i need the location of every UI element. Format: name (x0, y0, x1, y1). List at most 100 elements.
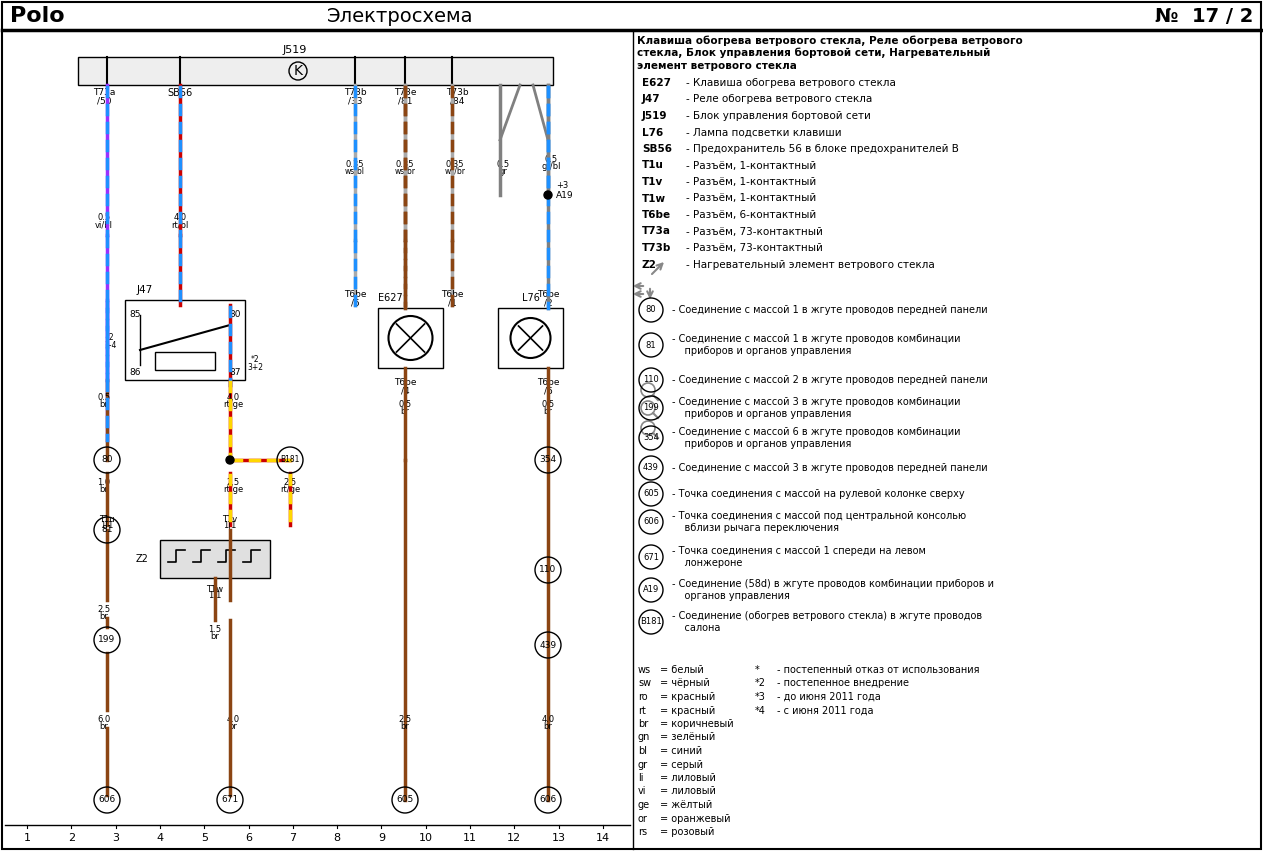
Text: = белый: = белый (661, 665, 703, 675)
Text: - Клавиша обогрева ветрового стекла: - Клавиша обогрева ветрового стекла (686, 78, 895, 88)
Text: 1|1: 1|1 (100, 521, 114, 530)
Text: - до июня 2011 года: - до июня 2011 года (777, 692, 880, 702)
Text: J519: J519 (283, 45, 307, 55)
Text: 85: 85 (129, 310, 140, 319)
Text: 0.35: 0.35 (395, 160, 414, 169)
Text: 439: 439 (539, 641, 557, 649)
Text: 0.5: 0.5 (544, 155, 557, 164)
Text: = серый: = серый (661, 759, 703, 769)
Text: 0.5: 0.5 (97, 213, 111, 222)
Text: rt/ge: rt/ge (280, 485, 301, 494)
Text: /50: /50 (97, 96, 111, 105)
Text: ws/br: ws/br (394, 167, 416, 176)
Text: 606: 606 (539, 796, 557, 804)
Text: br: br (211, 632, 220, 641)
Text: 1.0: 1.0 (97, 478, 111, 487)
Text: br: br (543, 407, 552, 416)
Text: T6be: T6be (394, 378, 417, 387)
Text: gr: gr (499, 167, 508, 176)
Text: 1: 1 (24, 833, 30, 843)
Text: 4: 4 (157, 833, 164, 843)
Text: 199: 199 (643, 403, 659, 413)
Text: 605: 605 (643, 489, 659, 499)
Text: 6.0: 6.0 (97, 715, 111, 724)
Text: 0.5: 0.5 (496, 160, 509, 169)
Text: T73b: T73b (642, 243, 672, 253)
Text: 2.5: 2.5 (398, 715, 412, 724)
Circle shape (544, 191, 552, 199)
Text: gn: gn (638, 733, 650, 743)
Text: 12: 12 (508, 833, 522, 843)
Bar (155, 352, 215, 370)
Text: 439: 439 (643, 464, 659, 472)
Text: K: K (293, 64, 303, 78)
Text: /4: /4 (400, 386, 409, 395)
Text: 1|1: 1|1 (224, 521, 236, 530)
Text: 0.5: 0.5 (97, 393, 111, 402)
Text: br: br (543, 722, 552, 731)
Text: - Точка соединения с массой на рулевой колонке сверху: - Точка соединения с массой на рулевой к… (672, 489, 965, 499)
Text: T6be: T6be (642, 210, 671, 220)
Text: T1u: T1u (100, 515, 115, 524)
Text: 11: 11 (464, 833, 477, 843)
Text: - Лампа подсветки клавиши: - Лампа подсветки клавиши (686, 128, 841, 138)
Text: 199: 199 (99, 636, 116, 644)
Text: 81: 81 (645, 340, 657, 350)
Text: *3: *3 (755, 692, 765, 702)
Text: SB56: SB56 (642, 144, 672, 154)
Text: - Реле обогрева ветрового стекла: - Реле обогрева ветрового стекла (686, 94, 873, 105)
Text: J47: J47 (642, 94, 661, 105)
Text: 30: 30 (230, 310, 241, 319)
Text: or: or (638, 814, 648, 824)
Text: - Разъём, 1-контактный: - Разъём, 1-контактный (686, 193, 816, 203)
Text: br: br (100, 400, 109, 409)
Text: vi/bl: vi/bl (95, 220, 112, 229)
Text: - Разъём, 73-контактный: - Разъём, 73-контактный (686, 226, 823, 237)
Text: = розовый: = розовый (661, 827, 715, 837)
Text: ws/bl: ws/bl (345, 167, 365, 176)
Text: *2: *2 (106, 334, 115, 342)
Text: br: br (100, 485, 109, 494)
Text: - Предохранитель 56 в блоке предохранителей В: - Предохранитель 56 в блоке предохраните… (686, 144, 959, 154)
Text: - Блок управления бортовой сети: - Блок управления бортовой сети (686, 111, 871, 121)
Text: = чёрный: = чёрный (661, 678, 710, 688)
Text: 86: 86 (129, 368, 140, 377)
Text: 4.0: 4.0 (226, 715, 240, 724)
Text: 7: 7 (289, 833, 297, 843)
Text: br: br (229, 722, 237, 731)
Text: T1u: T1u (642, 161, 664, 170)
Bar (125, 300, 245, 380)
Text: 2.5: 2.5 (97, 605, 111, 614)
Text: *2: *2 (755, 678, 765, 688)
Text: = красный: = красный (661, 692, 715, 702)
Text: - постепенное внедрение: - постепенное внедрение (777, 678, 909, 688)
Text: 2.5: 2.5 (283, 478, 297, 487)
Text: 3+2: 3+2 (248, 363, 263, 373)
Text: - Разъём, 73-контактный: - Разъём, 73-контактный (686, 243, 823, 253)
Text: gr: gr (638, 759, 648, 769)
Text: Электросхема: Электросхема (327, 7, 474, 26)
Text: 2: 2 (68, 833, 75, 843)
Text: 0.35: 0.35 (446, 160, 465, 169)
Text: li: li (638, 773, 644, 783)
Text: T73b: T73b (344, 88, 366, 97)
Text: /81: /81 (398, 96, 412, 105)
Text: 5: 5 (201, 833, 208, 843)
Text: ro: ro (638, 692, 648, 702)
Text: 3: 3 (112, 833, 119, 843)
Text: /6: /6 (543, 386, 552, 395)
Text: /1: /1 (447, 298, 456, 307)
Text: 80: 80 (645, 306, 657, 315)
Text: 354: 354 (539, 455, 557, 465)
Text: - Точка соединения с массой под центральной консолью
    вблизи рычага переключе: - Точка соединения с массой под централь… (672, 511, 966, 533)
Text: 81: 81 (101, 526, 112, 534)
Text: br: br (400, 722, 409, 731)
Text: /5: /5 (351, 298, 360, 307)
Text: 671: 671 (643, 552, 659, 562)
Text: 110: 110 (643, 375, 659, 385)
Text: br: br (100, 722, 109, 731)
Text: ge: ge (638, 800, 650, 810)
Text: Z2: Z2 (642, 260, 657, 270)
Text: E627: E627 (642, 78, 671, 88)
Text: 14: 14 (596, 833, 610, 843)
